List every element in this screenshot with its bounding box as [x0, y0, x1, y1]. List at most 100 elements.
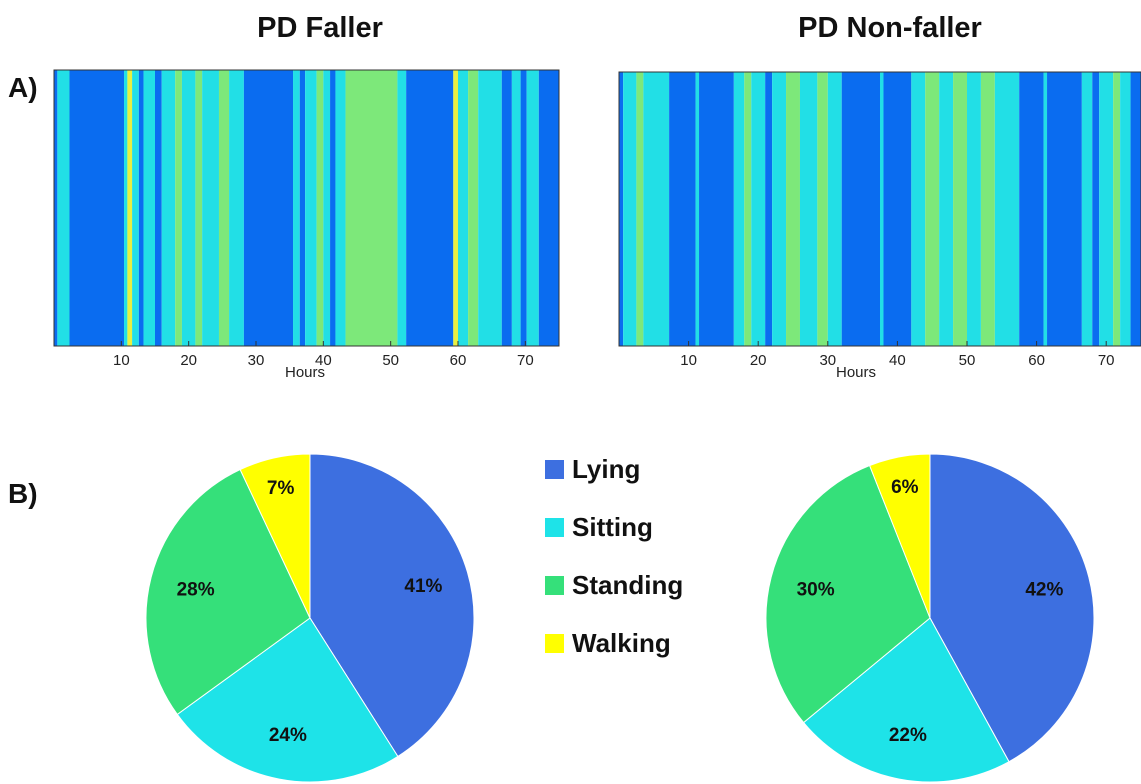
nonfaller-xlabel: Hours [835, 364, 876, 381]
nonfaller-pie-slice-standing [765, 464, 931, 724]
faller-pie-slice-walking [239, 453, 311, 619]
faller-pie-slice-standing [145, 468, 311, 716]
faller-segment-standing [195, 70, 203, 346]
nonfaller-pie-slice-lying [929, 453, 1095, 763]
faller-segment-sitting [132, 70, 139, 346]
panel-a-label: A) [8, 72, 38, 103]
nonfaller-segment-standing [1113, 72, 1121, 346]
nonfaller-segment-lying [841, 72, 880, 346]
faller-segment-lying [406, 70, 454, 346]
faller-pie-slice-lying [309, 453, 475, 758]
faller-segment-sitting [181, 70, 196, 346]
nonfaller-tick-label: 70 [1098, 352, 1115, 369]
faller-pie-slice-sitting [176, 617, 399, 783]
nonfaller-segment-lying [1019, 72, 1044, 346]
faller-segment-sitting [458, 70, 469, 346]
faller-segment-standing [345, 70, 398, 346]
faller-tick-label: 40 [315, 352, 332, 369]
nonfaller-pie-data-label-standing: 30% [797, 580, 835, 601]
nonfaller-segment-lying [1130, 72, 1141, 346]
nonfaller-pie-slice-walking [868, 453, 931, 619]
faller-segment-sitting [397, 70, 407, 346]
nonfaller-segment-sitting [880, 72, 884, 346]
legend-item-walking: Walking [545, 614, 683, 672]
faller-tick-label: 10 [113, 352, 130, 369]
nonfaller-segment-sitting [623, 72, 637, 346]
nonfaller-segment-lying [669, 72, 696, 346]
faller-segment-sitting [305, 70, 317, 346]
faller-tick-label: 30 [248, 352, 265, 369]
left-chart-title: PD Faller [257, 12, 383, 44]
nonfaller-segment-lying [1047, 72, 1082, 346]
nonfaller-tick-label: 60 [1028, 352, 1045, 369]
nonfaller-segment-standing [786, 72, 800, 346]
right-chart-title: PD Non-faller [798, 12, 982, 44]
nonfaller-segment-sitting [1099, 72, 1114, 346]
faller-tick-label: 50 [382, 352, 399, 369]
faller-segment-lying [155, 70, 162, 346]
legend-item-standing: Standing [545, 556, 683, 614]
nonfaller-segment-sitting [799, 72, 818, 346]
faller-segment-lying [330, 70, 336, 346]
legend-label-walking: Walking [572, 627, 671, 658]
legend-label-standing: Standing [572, 569, 684, 600]
nonfaller-segment-sitting [1043, 72, 1048, 346]
legend-item-lying: Lying [545, 440, 683, 498]
faller-xlabel: Hours [284, 364, 325, 381]
faller-segment-walking [453, 70, 458, 346]
faller-segment-lying [54, 70, 58, 346]
nonfaller-segment-standing [953, 72, 967, 346]
faller-segment-standing [468, 70, 479, 346]
faller-segment-sitting [124, 70, 128, 346]
nonfaller-segment-sitting [1081, 72, 1093, 346]
faller-activity-strip: 10 20 30 40 50 60 70 [53, 69, 560, 369]
nonfaller-segment-sitting [967, 72, 981, 346]
nonfaller-segment-standing [817, 72, 828, 346]
nonfaller-tick-label: 50 [959, 352, 976, 369]
nonfaller-segment-sitting [643, 72, 670, 346]
faller-segment-lying [520, 70, 527, 346]
legend-swatch-walking [545, 633, 564, 653]
nonfaller-tick-label: 30 [819, 352, 836, 369]
nonfaller-segment-lying [765, 72, 773, 346]
nonfaller-segment-lying [1092, 72, 1100, 346]
faller-segment-lying [138, 70, 144, 346]
nonfaller-segment-sitting [939, 72, 954, 346]
nonfaller-segment-standing [980, 72, 995, 346]
nonfaller-segment-lying [619, 72, 624, 346]
legend: Lying Sitting Standing Walking [545, 440, 683, 672]
faller-segment-standing [316, 70, 324, 346]
faller-segment-sitting [511, 70, 521, 346]
faller-segment-sitting [143, 70, 155, 346]
nonfaller-segment-sitting [911, 72, 926, 346]
nonfaller-segment-sitting [827, 72, 842, 346]
nonfaller-segment-sitting [994, 72, 1020, 346]
nonfaller-segment-sitting [772, 72, 787, 346]
nonfaller-pie-data-label-walking: 6% [891, 477, 919, 498]
faller-pie-chart: 41% 24% 28% 7% [145, 453, 475, 783]
nonfaller-activity-strip: 10 20 30 40 50 60 70 [618, 71, 1141, 369]
faller-segment-sitting [161, 70, 176, 346]
faller-pie-data-label-sitting: 24% [269, 725, 307, 746]
faller-segment-lying [538, 70, 559, 346]
legend-swatch-sitting [545, 517, 564, 537]
panel-b-label: B) [8, 478, 38, 509]
faller-segment-sitting [293, 70, 300, 346]
legend-item-sitting: Sitting [545, 498, 683, 556]
nonfaller-tick-label: 40 [889, 352, 906, 369]
faller-plot-frame [53, 69, 560, 347]
nonfaller-segment-sitting [695, 72, 700, 346]
faller-segment-lying [299, 70, 306, 346]
faller-segment-sitting [335, 70, 346, 346]
nonfaller-pie-data-label-lying: 42% [1025, 580, 1063, 601]
faller-tick-label: 60 [450, 352, 467, 369]
faller-segment-sitting [57, 70, 70, 346]
nonfaller-segment-lying [699, 72, 734, 346]
faller-segment-standing [218, 70, 230, 346]
legend-label-lying: Lying [572, 453, 641, 484]
faller-segment-walking [127, 70, 133, 346]
faller-pie-data-label-walking: 7% [267, 478, 295, 499]
faller-segment-sitting [526, 70, 539, 346]
nonfaller-pie-slice-sitting [802, 617, 1010, 783]
nonfaller-pie-data-label-sitting: 22% [889, 725, 927, 746]
